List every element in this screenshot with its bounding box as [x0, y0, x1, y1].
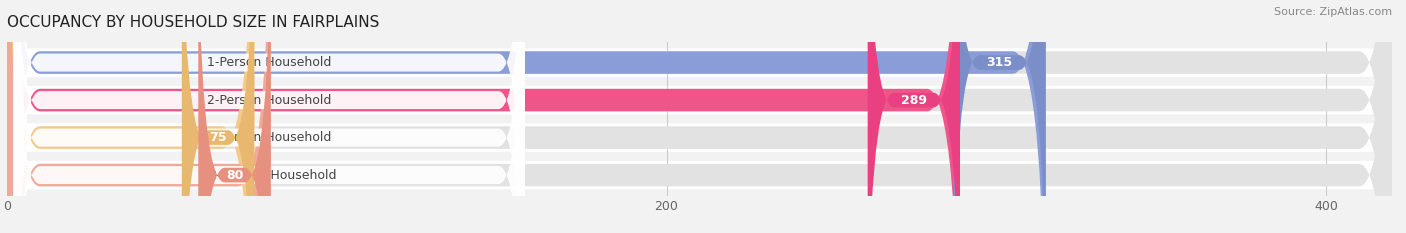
FancyBboxPatch shape: [7, 0, 1392, 233]
FancyBboxPatch shape: [7, 0, 1392, 233]
Text: 80: 80: [226, 169, 243, 182]
FancyBboxPatch shape: [7, 0, 960, 233]
FancyBboxPatch shape: [0, 123, 1399, 152]
Text: 1-Person Household: 1-Person Household: [207, 56, 332, 69]
Text: 2-Person Household: 2-Person Household: [207, 94, 332, 106]
FancyBboxPatch shape: [181, 0, 254, 233]
FancyBboxPatch shape: [868, 0, 960, 233]
FancyBboxPatch shape: [14, 0, 524, 233]
FancyBboxPatch shape: [0, 161, 1399, 189]
FancyBboxPatch shape: [14, 0, 524, 233]
FancyBboxPatch shape: [7, 0, 1392, 233]
FancyBboxPatch shape: [14, 0, 524, 233]
Text: 315: 315: [987, 56, 1012, 69]
Text: 75: 75: [209, 131, 226, 144]
FancyBboxPatch shape: [0, 48, 1399, 77]
Text: OCCUPANCY BY HOUSEHOLD SIZE IN FAIRPLAINS: OCCUPANCY BY HOUSEHOLD SIZE IN FAIRPLAIN…: [7, 15, 380, 30]
Text: 4+ Person Household: 4+ Person Household: [202, 169, 336, 182]
FancyBboxPatch shape: [7, 0, 1392, 233]
FancyBboxPatch shape: [953, 0, 1046, 233]
FancyBboxPatch shape: [198, 0, 271, 233]
FancyBboxPatch shape: [0, 86, 1399, 114]
Text: Source: ZipAtlas.com: Source: ZipAtlas.com: [1274, 7, 1392, 17]
FancyBboxPatch shape: [7, 0, 1046, 233]
Text: 3-Person Household: 3-Person Household: [207, 131, 332, 144]
FancyBboxPatch shape: [7, 0, 271, 233]
Text: 289: 289: [901, 94, 927, 106]
FancyBboxPatch shape: [14, 0, 524, 233]
FancyBboxPatch shape: [7, 0, 254, 233]
